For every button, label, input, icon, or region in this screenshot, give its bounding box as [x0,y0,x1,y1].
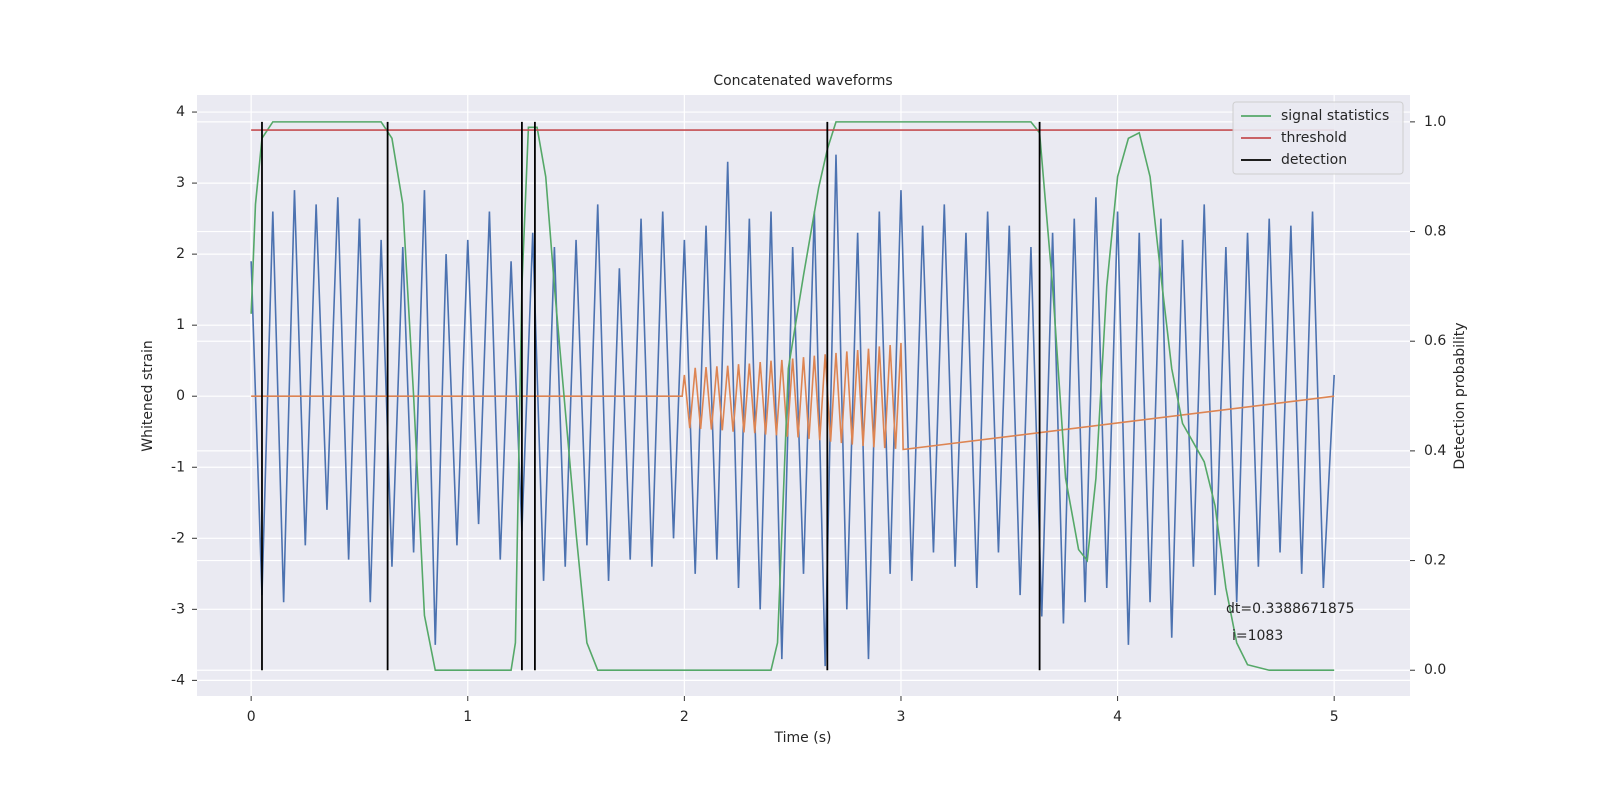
y-tick-label: -4 [171,672,185,688]
legend-box [1232,101,1404,175]
legend-label: signal statistics [1281,108,1389,124]
legend-label: detection [1281,152,1347,168]
y2-axis-label: Detection probability [1452,322,1468,469]
y2-tick-label: 0.6 [1424,333,1446,349]
y2-tick-label: 0.4 [1424,443,1446,459]
y2-tick-label: 0.0 [1424,662,1446,678]
x-axis-label: Time (s) [774,730,832,746]
y-axis-label: Whitened strain [140,340,156,451]
series-line [250,154,1335,667]
x-tick-label: 4 [1113,709,1122,725]
y-tick-label: 1 [176,317,185,333]
y-tick-label: 4 [176,104,185,120]
x-tick-label: 5 [1330,709,1339,725]
y-tick-label: 3 [176,175,185,191]
series-line [251,342,1335,451]
y2-tick-label: 0.2 [1424,553,1446,569]
legend-label: threshold [1281,130,1347,146]
series-line [250,121,1335,672]
x-tick-label: 1 [463,709,472,725]
y-tick-label: 2 [176,246,185,262]
y2-tick-label: 0.8 [1424,224,1446,240]
y-tick-label: 0 [176,388,185,404]
y-tick-label: -1 [171,459,185,475]
annotation: dt=0.3388671875 [1226,601,1355,617]
x-tick-label: 3 [897,709,906,725]
x-tick-label: 2 [680,709,689,725]
chart-title: Concatenated waveforms [713,73,892,89]
annotation: i=1083 [1232,628,1283,644]
x-tick-label: 0 [247,709,256,725]
y2-tick-label: 1.0 [1424,114,1446,130]
y-tick-label: -2 [171,530,185,546]
y-tick-label: -3 [171,601,185,617]
